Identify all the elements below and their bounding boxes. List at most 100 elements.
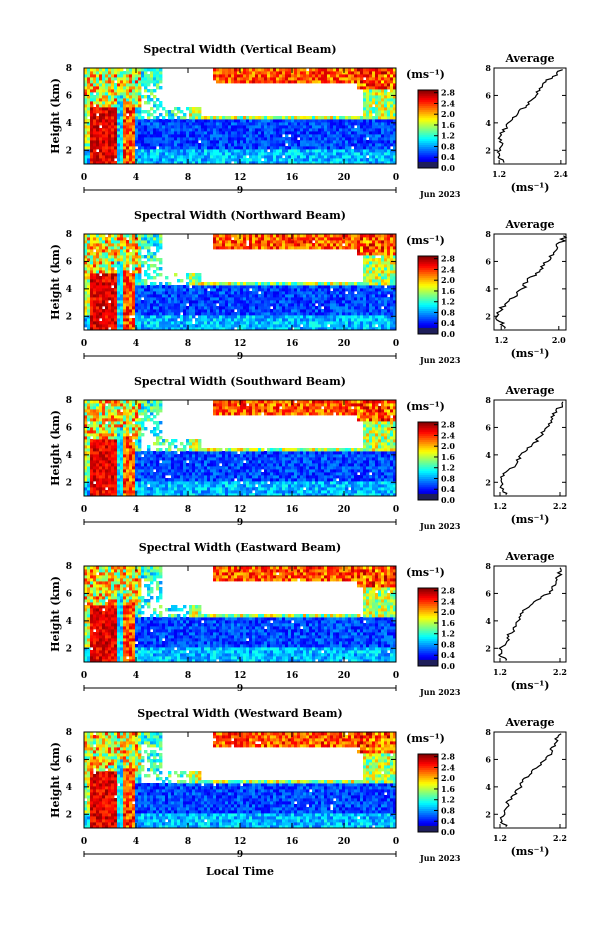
heatmap-cell	[204, 122, 207, 125]
heatmap-cell	[288, 300, 291, 303]
heatmap-cell	[228, 146, 231, 149]
heatmap-cell	[387, 92, 390, 95]
heatmap-cell	[381, 95, 384, 98]
heatmap-cell	[282, 246, 285, 249]
heatmap-cell	[174, 312, 177, 315]
heatmap-cell	[123, 152, 126, 155]
heatmap-cell	[291, 152, 294, 155]
heatmap-cell	[174, 146, 177, 149]
heatmap-cell	[372, 255, 375, 258]
heatmap-cell	[207, 155, 210, 158]
heatmap-cell	[360, 131, 363, 134]
heatmap-cell	[186, 146, 189, 149]
heatmap-cell	[108, 246, 111, 249]
heatmap-cell	[309, 149, 312, 152]
heatmap-cell	[165, 324, 168, 327]
heatmap-cell	[111, 312, 114, 315]
heatmap-cell	[306, 309, 309, 312]
heatmap-cell	[369, 155, 372, 158]
heatmap-cell	[213, 300, 216, 303]
heatmap-cell	[135, 321, 138, 324]
heatmap-cell	[93, 306, 96, 309]
heatmap-cell	[315, 309, 318, 312]
heatmap-cell	[225, 246, 228, 249]
heatmap-cell	[363, 303, 366, 306]
heatmap-cell	[150, 324, 153, 327]
heatmap-cell	[240, 152, 243, 155]
heatmap-cell	[369, 83, 372, 86]
heatmap-cell	[186, 122, 189, 125]
heatmap-cell	[192, 315, 195, 318]
heatmap-cell	[228, 140, 231, 143]
heatmap-cell	[300, 246, 303, 249]
heatmap-cell	[279, 288, 282, 291]
heatmap-cell	[228, 291, 231, 294]
heatmap-cell	[252, 143, 255, 146]
heatmap-cell	[315, 318, 318, 321]
heatmap-cell	[345, 134, 348, 137]
heatmap-cell	[93, 318, 96, 321]
heatmap-cell	[267, 116, 270, 119]
heatmap-cell	[306, 303, 309, 306]
heatmap-cell	[99, 80, 102, 83]
heatmap-cell	[111, 249, 114, 252]
heatmap-cell	[372, 306, 375, 309]
heatmap-cell	[366, 267, 369, 270]
heatmap-cell	[270, 246, 273, 249]
heatmap-cell	[354, 140, 357, 143]
heatmap-cell	[84, 89, 87, 92]
heatmap-cell	[156, 140, 159, 143]
heatmap-cell	[339, 243, 342, 246]
heatmap-cell	[186, 276, 189, 279]
heatmap-cell	[123, 137, 126, 140]
heatmap-cell	[219, 306, 222, 309]
heatmap-cell	[84, 324, 87, 327]
heatmap-cell	[357, 143, 360, 146]
heatmap-cell	[294, 294, 297, 297]
heatmap-cell	[99, 303, 102, 306]
heatmap-cell	[318, 282, 321, 285]
heatmap-cell	[126, 146, 129, 149]
heatmap-cell	[114, 324, 117, 327]
heatmap-cell	[252, 246, 255, 249]
heatmap-cell	[297, 131, 300, 134]
heatmap-cell	[258, 312, 261, 315]
heatmap-cell	[99, 321, 102, 324]
heatmap-cell	[165, 315, 168, 318]
heatmap-cell	[153, 143, 156, 146]
heatmap-cell	[117, 267, 120, 270]
heatmap-cell	[228, 312, 231, 315]
heatmap-cell	[357, 155, 360, 158]
heatmap-cell	[180, 303, 183, 306]
heatmap-cell	[246, 297, 249, 300]
heatmap-cell	[156, 246, 159, 249]
heatmap-cell	[360, 152, 363, 155]
heatmap-cell	[384, 98, 387, 101]
heatmap-cell	[366, 80, 369, 83]
heatmap-cell	[258, 318, 261, 321]
heatmap-cell	[366, 246, 369, 249]
heatmap-cell	[87, 270, 90, 273]
heatmap-cell	[84, 264, 87, 267]
heatmap-cell	[93, 98, 96, 101]
heatmap-cell	[297, 77, 300, 80]
heatmap-cell	[327, 306, 330, 309]
heatmap-cell	[282, 321, 285, 324]
heatmap-cell	[261, 294, 264, 297]
heatmap-cell	[261, 234, 264, 237]
heatmap-cell	[297, 240, 300, 243]
heatmap-cell	[372, 83, 375, 86]
heatmap-cell	[168, 324, 171, 327]
heatmap-cell	[336, 68, 339, 71]
heatmap-cell	[180, 152, 183, 155]
heatmap-cell	[273, 125, 276, 128]
heatmap-cell	[390, 264, 393, 267]
heatmap-cell	[234, 128, 237, 131]
heatmap-cell	[186, 134, 189, 137]
heatmap-cell	[330, 149, 333, 152]
heatmap-cell	[285, 116, 288, 119]
heatmap-cell	[186, 318, 189, 321]
heatmap-cell	[378, 321, 381, 324]
heatmap-cell	[84, 131, 87, 134]
heatmap-cell	[384, 74, 387, 77]
